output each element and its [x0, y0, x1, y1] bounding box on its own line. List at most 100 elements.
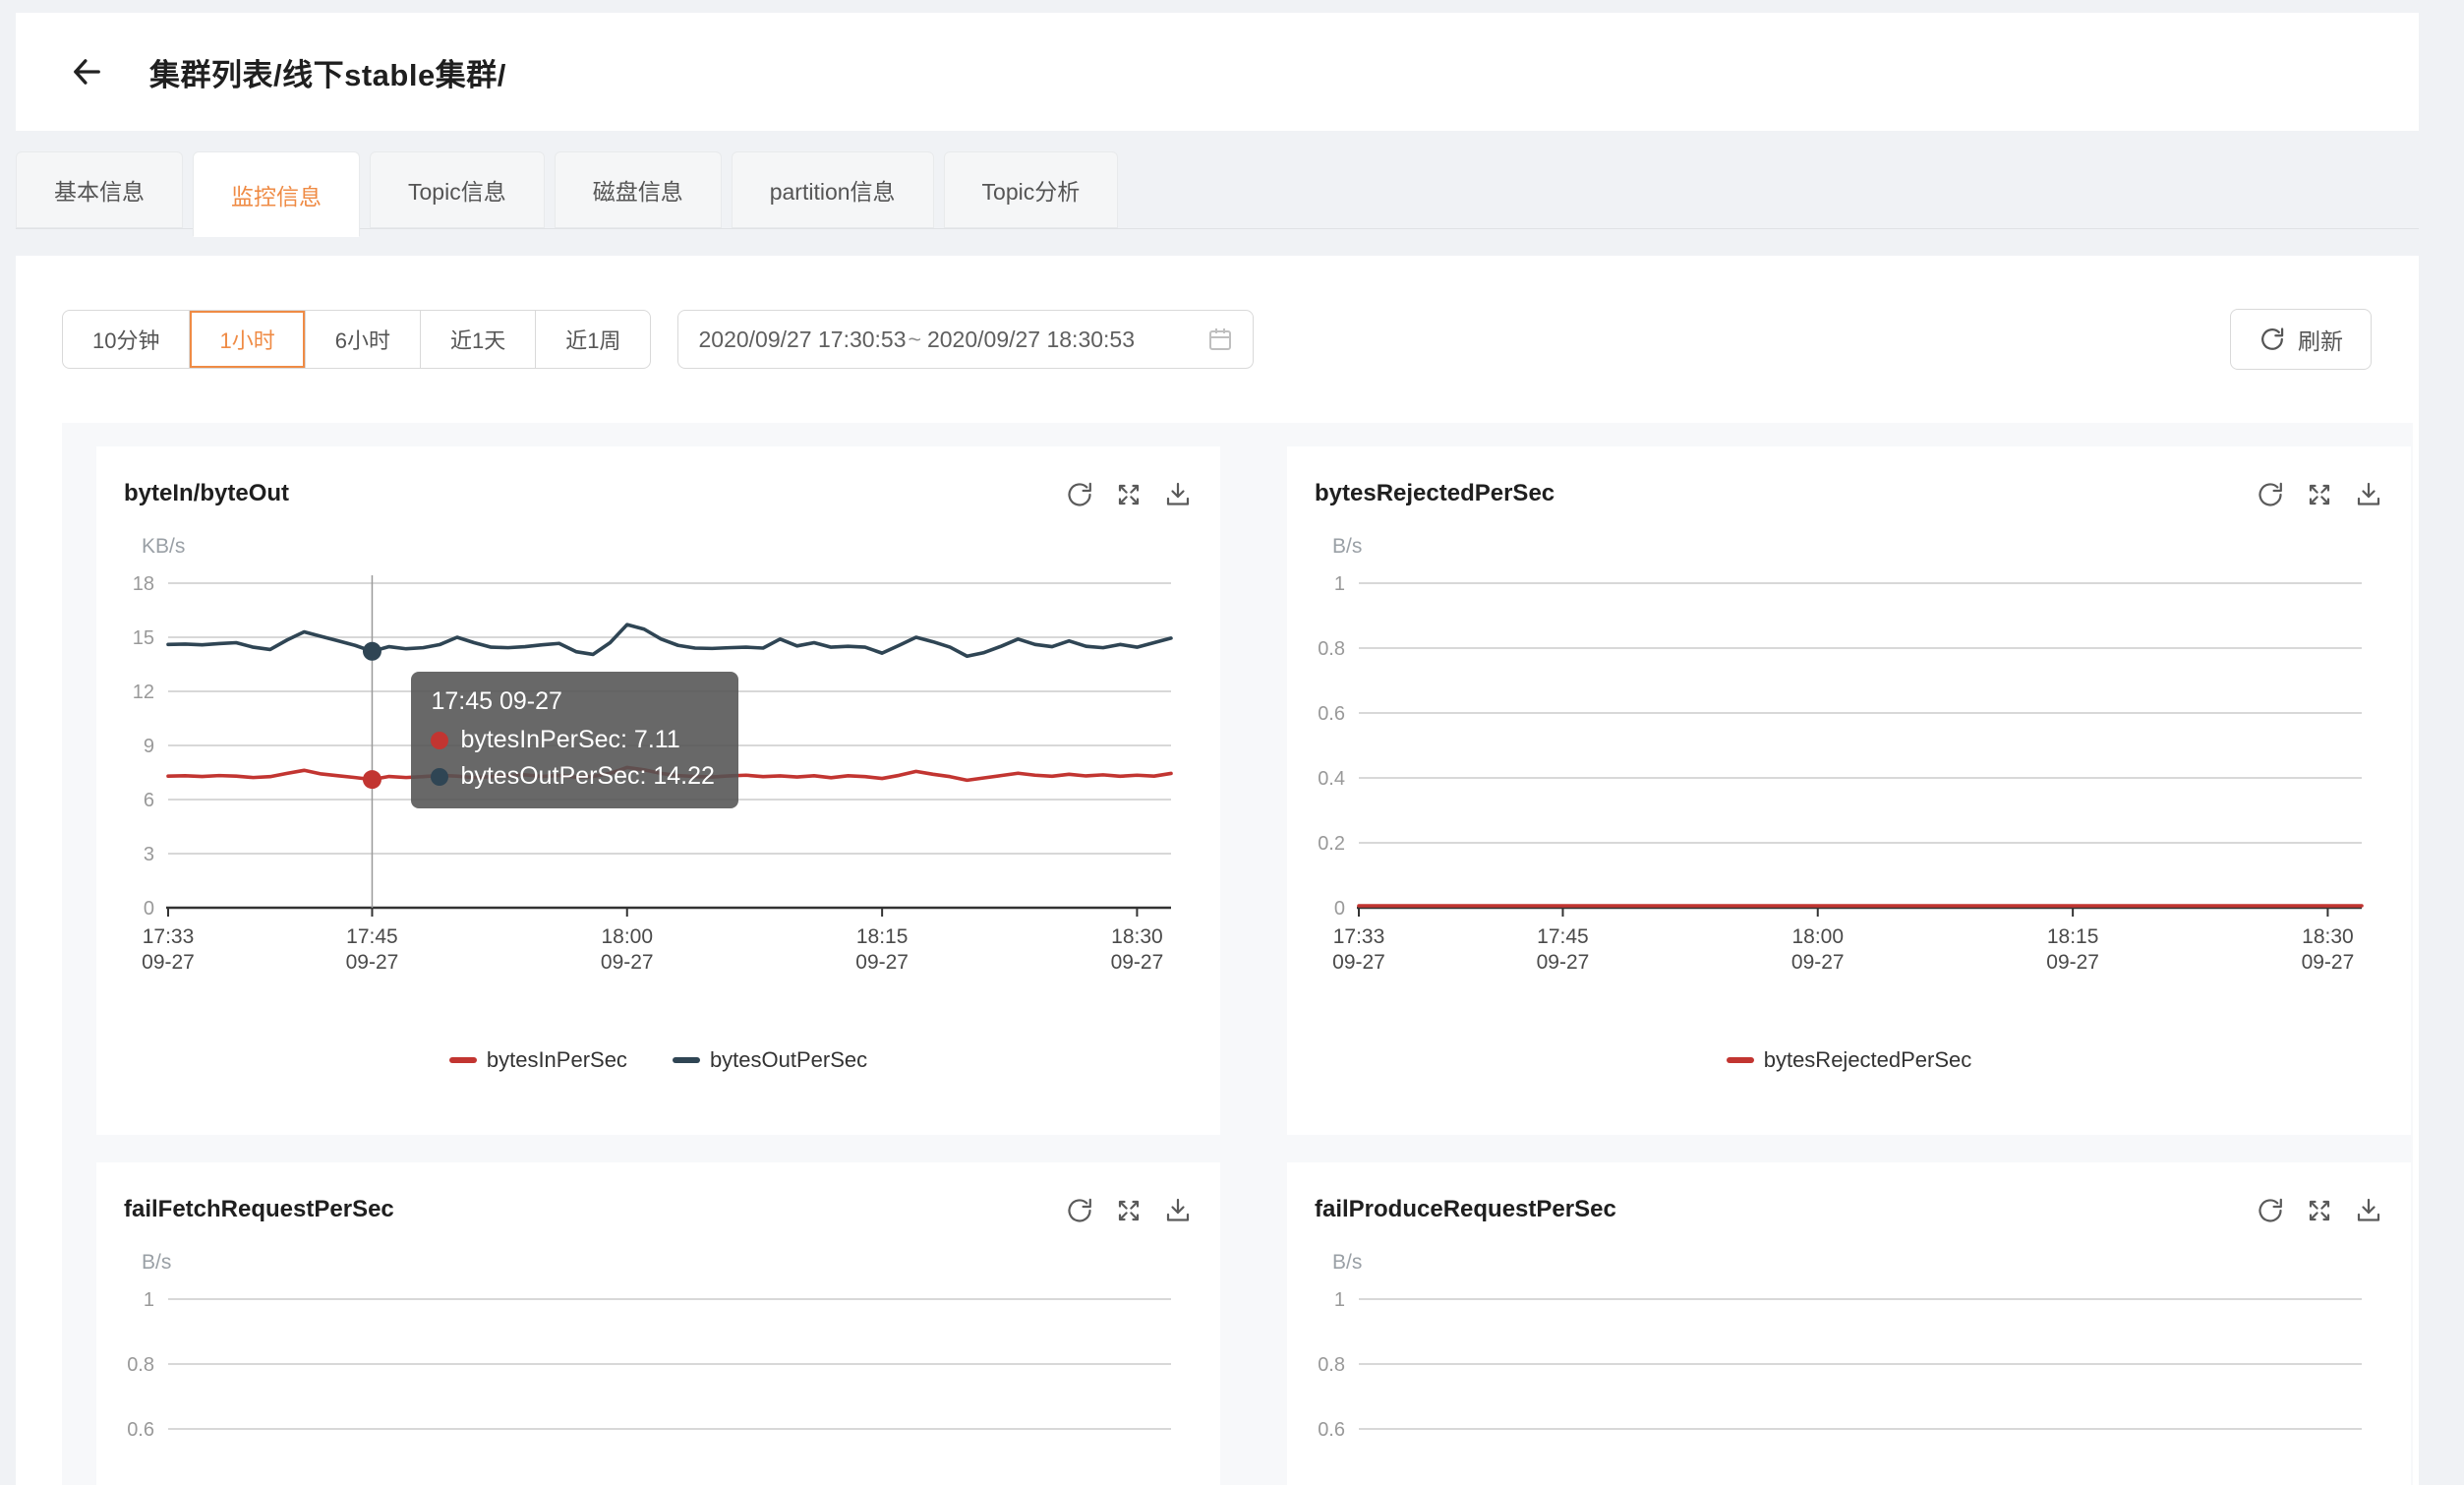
time-range-3[interactable]: 6小时 [304, 311, 420, 368]
svg-text:0: 0 [144, 898, 154, 920]
svg-text:1: 1 [144, 1289, 154, 1311]
legend-label: bytesInPerSec [486, 1047, 627, 1072]
chart-fullscreen-icon[interactable] [2305, 1196, 2334, 1225]
legend-item[interactable]: bytesInPerSec [448, 1047, 627, 1073]
plot-area: 0 0.2 0.4 0.6 0.8 1 17:33 09-27 17:45 09-27 18:00 0… [1315, 559, 2383, 1021]
chart-reload-icon[interactable] [2256, 480, 2285, 509]
legend-dash-icon [1726, 1057, 1754, 1063]
chart-title: byteIn/byteOut [124, 480, 290, 506]
chart-toolbar [2256, 480, 2383, 509]
main-panel: 10分钟 1小时 6小时 近1天 近1周 2020/09/27 17:30:53 ~202… [16, 256, 2419, 1485]
refresh-button[interactable]: 刷新 [2230, 309, 2372, 370]
svg-text:1: 1 [1334, 1289, 1345, 1311]
tab-4[interactable]: 磁盘信息 [554, 151, 722, 228]
chart-card: bytesRejectedPerSec [1287, 446, 2411, 1135]
chart-toolbar [1065, 480, 1193, 509]
legend-item[interactable]: bytesRejectedPerSec [1726, 1047, 1972, 1073]
legend-dash-icon [448, 1057, 477, 1063]
chart-reload-icon[interactable] [1065, 1196, 1094, 1225]
svg-text:0.6: 0.6 [1318, 703, 1345, 725]
svg-text:0: 0 [1334, 898, 1345, 920]
time-range-group: 10分钟 1小时 6小时 近1天 近1周 [62, 310, 652, 369]
svg-text:09-27: 09-27 [2046, 951, 2099, 974]
chart-card: failFetchRequestPerSec [96, 1162, 1220, 1485]
svg-text:18:15: 18:15 [2047, 925, 2099, 948]
chart-toolbar [2256, 1196, 2383, 1225]
time-range-2[interactable]: 1小时 [189, 311, 305, 368]
chart-download-icon[interactable] [2354, 480, 2383, 509]
svg-text:18:15: 18:15 [856, 925, 909, 948]
svg-text:1: 1 [1334, 573, 1345, 595]
svg-text:17:45: 17:45 [346, 925, 398, 948]
svg-text:9: 9 [144, 736, 154, 757]
chart-fullscreen-icon[interactable] [1114, 1196, 1144, 1225]
tab-1[interactable]: 基本信息 [16, 151, 183, 228]
svg-text:18:00: 18:00 [601, 925, 653, 948]
svg-text:0.2: 0.2 [1318, 833, 1345, 855]
svg-text:09-27: 09-27 [2302, 951, 2355, 974]
svg-text:18:30: 18:30 [2302, 925, 2354, 948]
date-range-picker[interactable]: 2020/09/27 17:30:53 ~2020/09/27 18:30:53 [677, 310, 1255, 369]
tab-6[interactable]: Topic分析 [943, 151, 1119, 228]
svg-text:09-27: 09-27 [1791, 951, 1845, 974]
chart-card: byteIn/byteOut [96, 446, 1220, 1135]
chart-download-icon[interactable] [1163, 1196, 1193, 1225]
plot-area: 0 3 6 9 12 15 18 17:33 09-27 17:45 09-27 18:00 09-27… [124, 559, 1193, 1021]
svg-text:17:45: 17:45 [1537, 925, 1589, 948]
svg-text:09-27: 09-27 [601, 951, 654, 974]
chart-title: failFetchRequestPerSec [124, 1196, 394, 1222]
chart-fullscreen-icon[interactable] [2305, 480, 2334, 509]
svg-text:0.8: 0.8 [1318, 1354, 1345, 1376]
plot-area: 00.20.40.60.81 [1315, 1275, 2383, 1485]
y-axis-unit: B/s [1332, 535, 1363, 558]
time-range-1[interactable]: 10分钟 [63, 311, 190, 368]
chart-card: failProduceRequestPerSec [1287, 1162, 2411, 1485]
chart-reload-icon[interactable] [1065, 480, 1094, 509]
tab-5[interactable]: partition信息 [731, 151, 934, 228]
svg-text:18:30: 18:30 [1111, 925, 1163, 948]
date-range-separator: ~ [908, 326, 921, 352]
svg-text:0.6: 0.6 [1318, 1419, 1345, 1441]
svg-text:09-27: 09-27 [1111, 951, 1164, 974]
svg-text:0.4: 0.4 [1318, 768, 1345, 790]
date-range-end: 2020/09/27 18:30:53 [926, 326, 1136, 352]
svg-text:6: 6 [144, 790, 154, 811]
chart-legend: bytesRejectedPerSec [1315, 1040, 2383, 1080]
y-axis-unit: KB/s [142, 535, 186, 558]
page-title: 集群列表/线下stable集群/ [149, 57, 506, 92]
svg-text:09-27: 09-27 [855, 951, 909, 974]
chart-legend: bytesInPerSec bytesOutPerSec [124, 1040, 1193, 1080]
svg-text:15: 15 [133, 627, 154, 649]
svg-text:09-27: 09-27 [1537, 951, 1590, 974]
svg-text:17:33: 17:33 [1333, 925, 1385, 948]
svg-text:09-27: 09-27 [142, 951, 195, 974]
chart-download-icon[interactable] [1163, 480, 1193, 509]
toolbar: 10分钟 1小时 6小时 近1天 近1周 2020/09/27 17:30:53 ~202… [62, 309, 2413, 370]
svg-text:3: 3 [144, 844, 154, 865]
legend-label: bytesOutPerSec [709, 1047, 868, 1072]
chart-download-icon[interactable] [2354, 1196, 2383, 1225]
chart-fullscreen-icon[interactable] [1114, 480, 1144, 509]
chart-reload-icon[interactable] [2256, 1196, 2285, 1225]
legend-label: bytesRejectedPerSec [1763, 1047, 1972, 1072]
svg-text:0.8: 0.8 [127, 1354, 154, 1376]
time-range-5[interactable]: 近1周 [535, 311, 651, 368]
refresh-label: 刷新 [2298, 328, 2343, 354]
arrow-left-icon [67, 52, 106, 91]
svg-text:18:00: 18:00 [1791, 925, 1844, 948]
back-button[interactable] [65, 50, 108, 93]
chart-title: bytesRejectedPerSec [1315, 480, 1555, 506]
svg-text:09-27: 09-27 [1332, 951, 1385, 974]
plot-area: 00.20.40.60.81 [124, 1275, 1193, 1485]
svg-text:12: 12 [133, 682, 154, 703]
chart-toolbar [1065, 1196, 1193, 1225]
chart-title: failProduceRequestPerSec [1315, 1196, 1616, 1222]
time-range-4[interactable]: 近1天 [419, 311, 536, 368]
tab-2[interactable]: 监控信息 [193, 151, 360, 237]
charts-grid: byteIn/byteOut [62, 423, 2413, 1485]
y-axis-unit: B/s [142, 1251, 172, 1274]
tab-3[interactable]: Topic信息 [370, 151, 545, 228]
legend-item[interactable]: bytesOutPerSec [672, 1047, 868, 1073]
calendar-icon [1207, 327, 1233, 352]
